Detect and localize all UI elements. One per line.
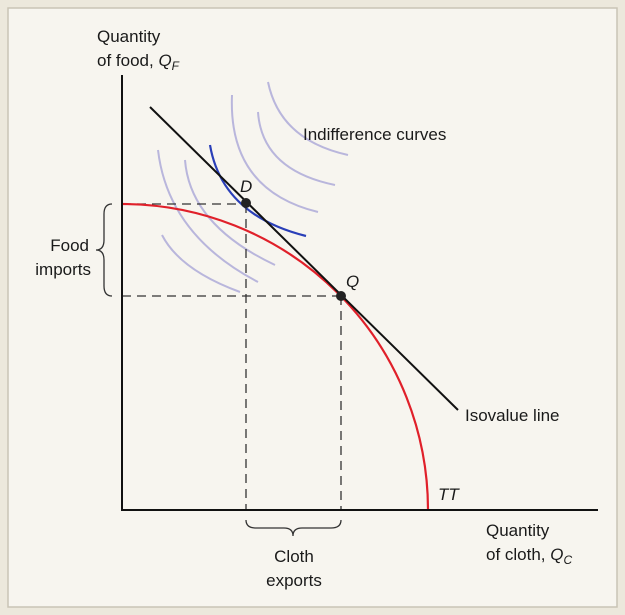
point-q bbox=[336, 291, 346, 301]
indifference-curve bbox=[161, 234, 241, 293]
indifference-curve bbox=[230, 94, 319, 213]
food-imports-label: Food bbox=[50, 236, 89, 255]
cloth-exports-label: exports bbox=[266, 571, 322, 590]
isovalue-label: Isovalue line bbox=[465, 406, 560, 425]
point-d bbox=[241, 198, 251, 208]
tt-label: TT bbox=[438, 485, 460, 504]
indifference-curve bbox=[184, 159, 276, 266]
brace-food-imports bbox=[95, 203, 113, 297]
indifference-curves bbox=[157, 81, 349, 293]
point-q-label: Q bbox=[346, 272, 359, 291]
indifference-label: Indifference curves bbox=[303, 125, 446, 144]
x-axis-label: of cloth, QC bbox=[486, 545, 573, 567]
indifference-curve bbox=[267, 81, 349, 156]
tangent-indifference-curve bbox=[208, 144, 307, 238]
food-imports-label: imports bbox=[35, 260, 91, 279]
panel bbox=[7, 7, 618, 608]
y-axis-label: of food, QF bbox=[97, 51, 180, 73]
indifference-curve bbox=[157, 149, 259, 283]
cloth-exports-label: Cloth bbox=[274, 547, 314, 566]
indifference-curve bbox=[257, 111, 336, 186]
y-axis-label: Quantity bbox=[97, 27, 161, 46]
x-axis-label: Quantity bbox=[486, 521, 550, 540]
brace-cloth-exports bbox=[245, 519, 342, 537]
point-d-label: D bbox=[240, 177, 252, 196]
isovalue-line bbox=[149, 106, 459, 411]
